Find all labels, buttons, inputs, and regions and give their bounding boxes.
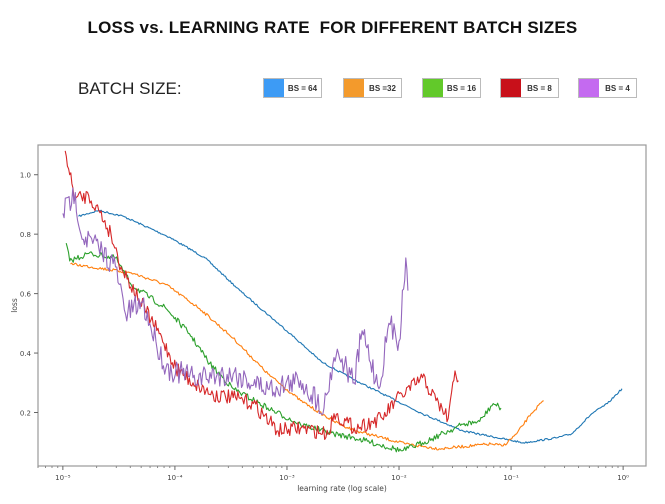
legend-item: BS = 4 bbox=[578, 78, 637, 98]
legend-heading: BATCH SIZE: bbox=[78, 79, 182, 98]
y-axis-label: loss bbox=[10, 298, 19, 313]
x-tick-label: 10⁻² bbox=[391, 474, 407, 482]
y-tick-label: 0.6 bbox=[20, 291, 32, 299]
legend-label: BS = 4 bbox=[605, 83, 630, 93]
series-line bbox=[64, 150, 459, 441]
legend-item: BS = 16 bbox=[422, 78, 481, 98]
y-tick-label: 0.4 bbox=[20, 350, 32, 358]
series-line bbox=[78, 209, 623, 444]
chart-title: LOSS vs. LEARNING RATE FOR DIFFERENT BAT… bbox=[87, 18, 578, 37]
legend-swatch bbox=[344, 79, 364, 97]
legend-swatch bbox=[264, 79, 284, 97]
legend-label: BS = 64 bbox=[287, 83, 318, 93]
y-tick-label: 0.8 bbox=[20, 231, 31, 239]
legend-label: BS = 16 bbox=[446, 83, 477, 93]
legend-swatch bbox=[579, 79, 599, 97]
legend-item: BS = 8 bbox=[500, 78, 559, 98]
series-line bbox=[70, 262, 544, 451]
legend-label: BS = 8 bbox=[527, 83, 552, 93]
legend-item: BS = 64 bbox=[263, 78, 322, 98]
axes-frame bbox=[37, 144, 647, 467]
y-tick-label: 0.2 bbox=[20, 410, 31, 418]
x-tick-label: 10⁰ bbox=[617, 474, 629, 482]
legend-swatch bbox=[423, 79, 443, 97]
legend-swatch bbox=[501, 79, 521, 97]
legend-label: BS =32 bbox=[369, 83, 396, 93]
x-tick-label: 10⁻⁵ bbox=[55, 474, 71, 482]
x-axis-label: learning rate (log scale) bbox=[297, 484, 387, 493]
series-line bbox=[65, 242, 502, 453]
legend-item: BS =32 bbox=[343, 78, 402, 98]
x-tick-label: 10⁻⁴ bbox=[167, 474, 183, 482]
y-tick-label: 1.0 bbox=[20, 172, 31, 180]
x-tick-label: 10⁻¹ bbox=[503, 474, 519, 482]
x-tick-label: 10⁻³ bbox=[279, 474, 295, 482]
series-line bbox=[62, 187, 409, 415]
